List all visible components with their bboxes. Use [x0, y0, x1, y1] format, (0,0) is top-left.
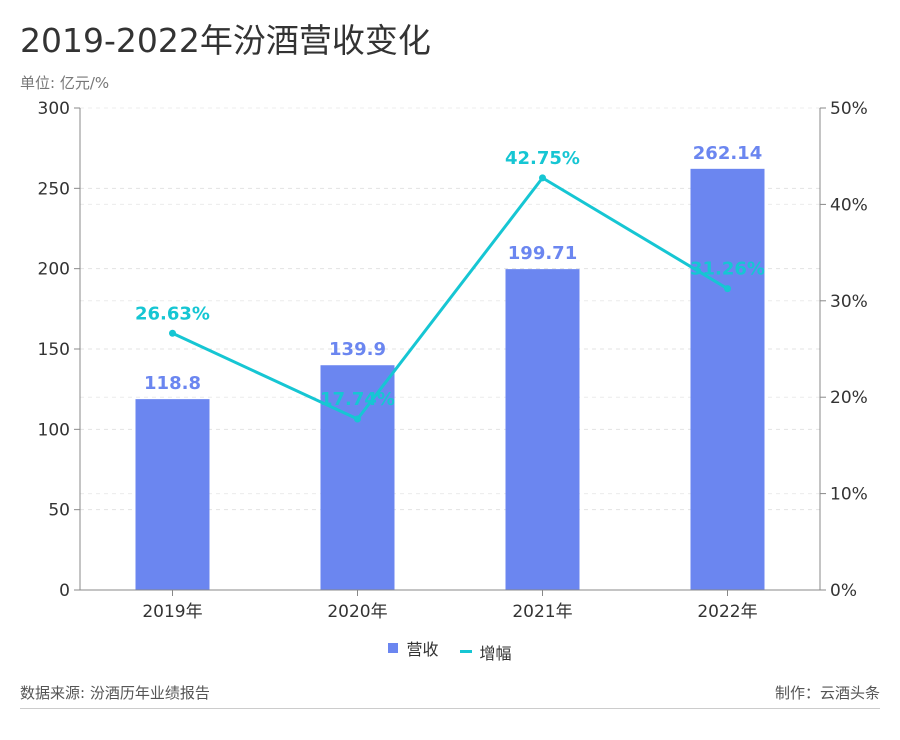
y-left-tick-label: 150	[38, 340, 70, 360]
legend-line-swatch	[459, 650, 472, 653]
legend-item-growth[interactable]: 增幅	[459, 640, 512, 664]
legend-bar-swatch	[388, 643, 399, 653]
y-left-tick-label: 250	[38, 179, 70, 199]
growth-point	[539, 174, 546, 182]
x-tick-label: 2021年	[512, 602, 572, 622]
y-left-tick-label: 200	[38, 260, 70, 280]
growth-value-label: 17.74%	[320, 389, 395, 410]
x-tick-label: 2022年	[697, 602, 757, 622]
axes: 0 50 100 150 200 250 300 0% 10% 20% 30% 40% 50% 2019年…	[38, 99, 868, 622]
bar-value-label: 199.71	[508, 243, 577, 264]
bar	[135, 399, 210, 590]
growth-value-label: 26.63%	[135, 303, 210, 324]
footer: 数据来源: 汾酒历年业绩报告 制作：云酒头条	[20, 682, 880, 703]
legend-item-revenue[interactable]: 营收	[388, 636, 438, 660]
line-series	[169, 174, 731, 423]
bar	[505, 269, 580, 590]
growth-value-label: 42.75%	[505, 148, 580, 169]
y-left-tick-label: 50	[48, 501, 70, 521]
y-right-tick-label: 40%	[830, 195, 868, 215]
bar-value-label: 262.14	[693, 143, 762, 164]
footer-divider	[20, 708, 880, 709]
growth-value-label: 31.26%	[690, 259, 765, 280]
bar	[690, 168, 765, 590]
legend-label-growth: 增幅	[479, 643, 512, 663]
chart-title: 2019-2022年汾酒营收变化	[20, 21, 431, 60]
growth-point	[169, 329, 176, 337]
bar-value-label: 118.8	[144, 373, 201, 394]
bar	[320, 365, 395, 590]
x-tick-label: 2019年	[142, 602, 202, 622]
legend: 营收 增幅	[0, 636, 900, 664]
credit-note: 制作：云酒头条	[774, 684, 880, 702]
y-left-tick-label: 0	[59, 581, 70, 601]
source-note: 数据来源: 汾酒历年业绩报告	[20, 684, 210, 702]
legend-label-revenue: 营收	[406, 640, 439, 659]
growth-line	[171, 176, 729, 421]
y-right-tick-label: 0%	[830, 581, 857, 601]
y-right-tick-label: 50%	[830, 99, 868, 119]
y-right-tick-label: 10%	[830, 485, 868, 505]
data-labels: 118.8 139.9 199.71 262.14 26.63% 17.74% 42.75%…	[135, 143, 765, 410]
chart-svg: 0 50 100 150 200 250 300 0% 10% 20% 30% 40% 50% 2019年…	[38, 99, 868, 622]
y-left-tick-label: 300	[38, 99, 70, 119]
unit-label: 单位: 亿元/%	[20, 74, 110, 92]
y-right-tick-label: 30%	[830, 292, 868, 312]
y-left-tick-label: 100	[38, 420, 70, 440]
x-tick-label: 2020年	[327, 602, 387, 622]
y-right-tick-label: 20%	[830, 388, 868, 408]
bar-series	[135, 168, 765, 590]
bar-value-label: 139.9	[329, 339, 386, 360]
growth-point	[724, 285, 731, 293]
growth-point	[354, 415, 361, 423]
